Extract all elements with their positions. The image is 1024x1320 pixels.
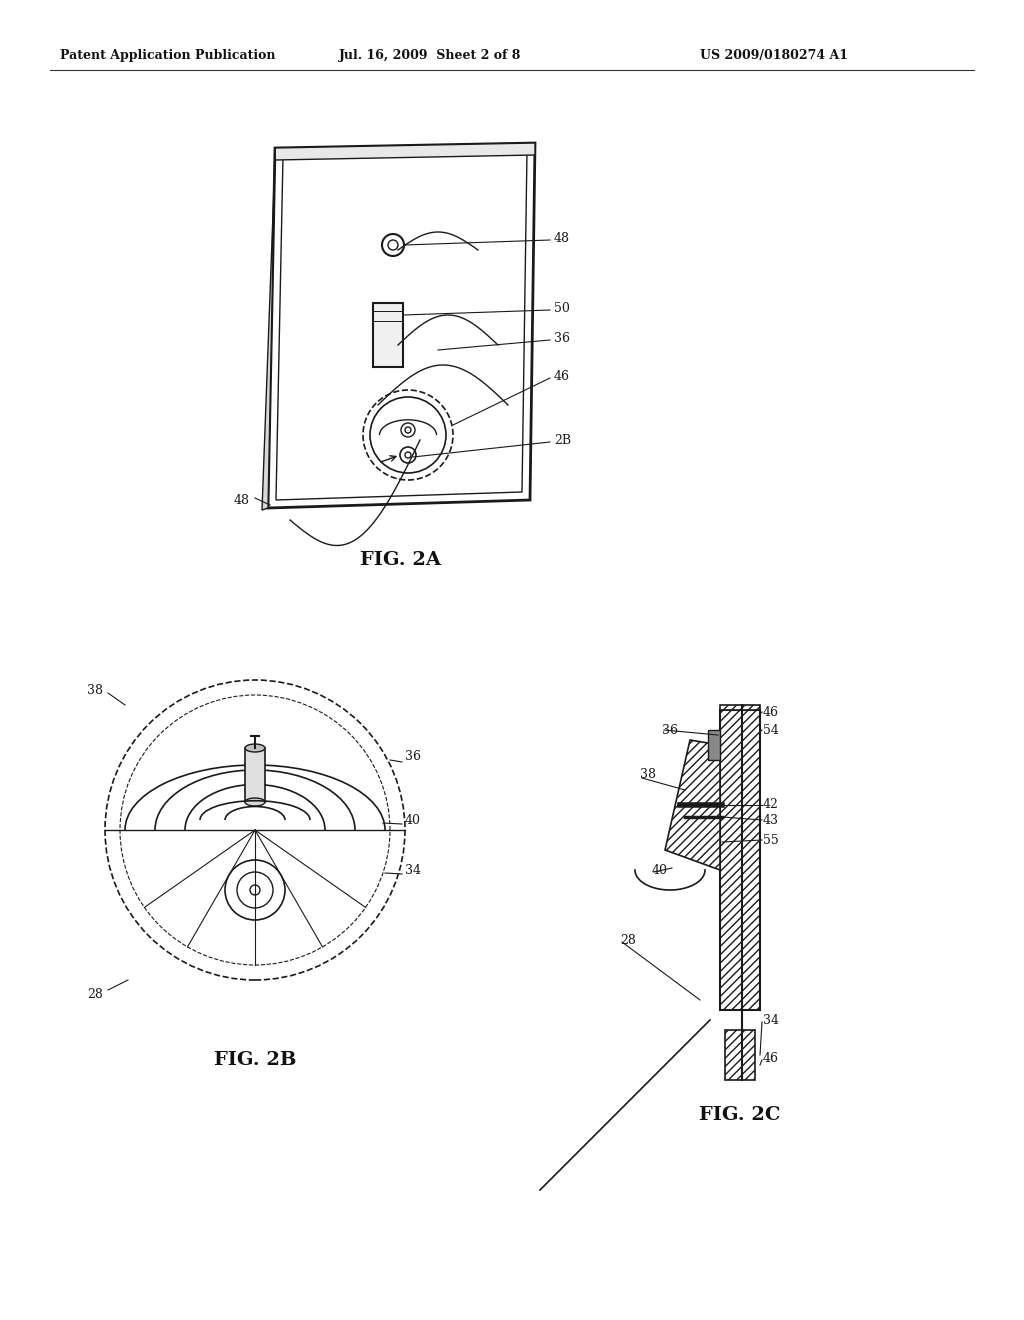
Text: 36: 36 <box>406 751 421 763</box>
Polygon shape <box>720 710 760 1010</box>
Polygon shape <box>262 148 275 510</box>
Text: 28: 28 <box>620 933 636 946</box>
Polygon shape <box>275 143 535 160</box>
Ellipse shape <box>245 744 265 752</box>
Text: 36: 36 <box>554 331 570 345</box>
Text: 54: 54 <box>763 723 779 737</box>
Text: 36: 36 <box>662 723 678 737</box>
Text: 46: 46 <box>554 370 570 383</box>
Text: Jul. 16, 2009  Sheet 2 of 8: Jul. 16, 2009 Sheet 2 of 8 <box>339 49 521 62</box>
Text: 55: 55 <box>763 833 778 846</box>
Text: US 2009/0180274 A1: US 2009/0180274 A1 <box>700 49 848 62</box>
Text: 40: 40 <box>406 813 421 826</box>
Polygon shape <box>725 1030 755 1080</box>
Text: 50: 50 <box>554 301 570 314</box>
Text: FIG. 2A: FIG. 2A <box>359 550 440 569</box>
Polygon shape <box>665 741 720 870</box>
Text: 28: 28 <box>87 989 103 1002</box>
Text: 2B: 2B <box>554 433 571 446</box>
Polygon shape <box>708 730 720 760</box>
Text: 46: 46 <box>763 1052 779 1064</box>
Text: FIG. 2B: FIG. 2B <box>214 1051 296 1069</box>
Polygon shape <box>720 705 760 710</box>
Polygon shape <box>245 748 265 803</box>
Text: 40: 40 <box>652 863 668 876</box>
Text: FIG. 2C: FIG. 2C <box>699 1106 780 1125</box>
Text: 43: 43 <box>763 813 779 826</box>
Polygon shape <box>373 304 403 367</box>
Text: Patent Application Publication: Patent Application Publication <box>60 49 275 62</box>
Text: 38: 38 <box>640 768 656 781</box>
Text: 38: 38 <box>87 684 103 697</box>
Text: 34: 34 <box>763 1014 779 1027</box>
Text: 46: 46 <box>763 705 779 718</box>
Text: 48: 48 <box>554 231 570 244</box>
Text: 48: 48 <box>234 494 250 507</box>
Text: 34: 34 <box>406 863 421 876</box>
Text: 42: 42 <box>763 799 779 812</box>
Ellipse shape <box>245 799 265 807</box>
